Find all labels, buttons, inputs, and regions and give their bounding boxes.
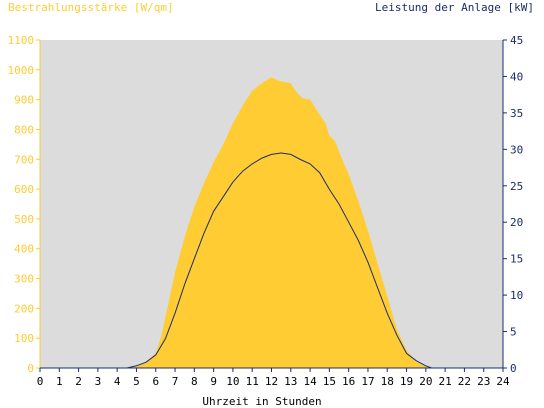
plot-area: 0100200300400500600700800900100011000510… (8, 34, 524, 388)
x-tick-label: 8 (191, 375, 198, 388)
left-tick-label: 200 (14, 302, 34, 315)
x-tick-label: 12 (265, 375, 278, 388)
x-tick-label: 18 (381, 375, 394, 388)
series-area-irradiance (40, 77, 503, 369)
x-tick-label: 19 (400, 375, 413, 388)
left-tick-label: 1100 (8, 34, 35, 47)
x-tick-label: 21 (439, 375, 452, 388)
left-tick-label: 500 (14, 213, 34, 226)
x-tick-label: 24 (496, 375, 510, 388)
left-tick-label: 0 (27, 362, 34, 375)
x-tick-label: 23 (477, 375, 490, 388)
left-tick-label: 400 (14, 243, 34, 256)
right-tick-label: 5 (510, 326, 517, 339)
right-axis-title: Leistung der Anlage [kW] (375, 1, 534, 14)
right-tick-label: 25 (510, 180, 523, 193)
x-tick-label: 22 (458, 375, 471, 388)
right-tick-label: 20 (510, 216, 523, 229)
x-tick-label: 1 (56, 375, 63, 388)
x-tick-label: 2 (75, 375, 82, 388)
series-line-power (40, 152, 503, 369)
x-tick-label: 13 (284, 375, 297, 388)
left-tick-label: 600 (14, 183, 34, 196)
x-tick-label: 14 (303, 375, 317, 388)
x-tick-label: 11 (246, 375, 259, 388)
right-tick-label: 30 (510, 143, 523, 156)
right-tick-label: 35 (510, 107, 523, 120)
left-tick-label: 100 (14, 332, 34, 345)
x-tick-label: 7 (172, 375, 179, 388)
x-tick-label: 6 (152, 375, 159, 388)
x-axis-title: Uhrzeit in Stunden (202, 395, 321, 408)
x-tick-label: 9 (210, 375, 217, 388)
x-tick-label: 20 (419, 375, 432, 388)
right-tick-label: 15 (510, 253, 523, 266)
left-tick-label: 700 (14, 153, 34, 166)
right-tick-label: 45 (510, 34, 523, 47)
x-tick-label: 17 (361, 375, 374, 388)
left-tick-label: 800 (14, 123, 34, 136)
x-tick-label: 16 (342, 375, 355, 388)
right-tick-label: 10 (510, 289, 523, 302)
left-axis-title: Bestrahlungsstärke [W/qm] (8, 1, 174, 14)
left-tick-label: 1000 (8, 64, 35, 77)
x-tick-label: 10 (226, 375, 239, 388)
x-tick-label: 15 (323, 375, 336, 388)
x-tick-label: 3 (95, 375, 102, 388)
right-tick-label: 0 (510, 362, 517, 375)
x-tick-label: 0 (37, 375, 44, 388)
x-tick-label: 4 (114, 375, 121, 388)
left-tick-label: 300 (14, 273, 34, 286)
x-tick-label: 5 (133, 375, 140, 388)
right-tick-label: 40 (510, 70, 523, 83)
left-tick-label: 900 (14, 94, 34, 107)
